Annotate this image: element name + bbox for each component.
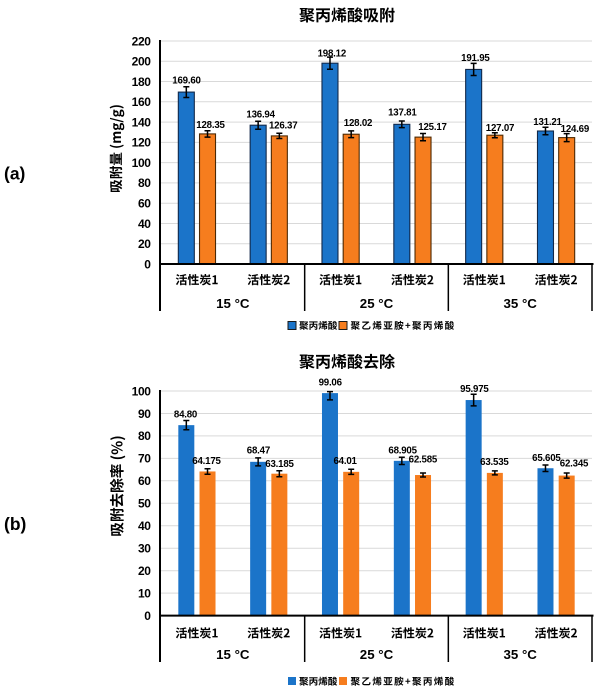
svg-text:127.07: 127.07 xyxy=(486,123,514,134)
svg-text:128.02: 128.02 xyxy=(344,118,372,129)
svg-text:131.21: 131.21 xyxy=(533,117,562,128)
svg-text:(b): (b) xyxy=(4,514,26,534)
svg-text:80: 80 xyxy=(138,176,151,190)
svg-text:0: 0 xyxy=(144,609,151,623)
svg-text:63.185: 63.185 xyxy=(265,459,294,470)
svg-text:25 °C: 25 °C xyxy=(360,647,394,662)
svg-text:100: 100 xyxy=(132,384,152,398)
svg-text:99.06: 99.06 xyxy=(319,378,343,389)
svg-text:128.35: 128.35 xyxy=(196,120,225,131)
svg-text:220: 220 xyxy=(132,34,152,48)
svg-text:160: 160 xyxy=(132,95,152,109)
svg-text:20: 20 xyxy=(138,237,151,251)
svg-text:64.01: 64.01 xyxy=(333,456,357,467)
svg-text:63.535: 63.535 xyxy=(480,457,509,468)
svg-text:80: 80 xyxy=(138,429,151,443)
svg-text:65.605: 65.605 xyxy=(532,453,561,464)
svg-text:191.95: 191.95 xyxy=(461,53,490,64)
svg-text:200: 200 xyxy=(132,55,152,69)
svg-text:90: 90 xyxy=(138,407,151,421)
svg-text:70: 70 xyxy=(138,452,151,466)
svg-text:68.905: 68.905 xyxy=(388,445,417,456)
svg-text:60: 60 xyxy=(138,474,151,488)
svg-text:64.175: 64.175 xyxy=(192,456,221,467)
svg-text:(a): (a) xyxy=(4,164,25,184)
svg-text:50: 50 xyxy=(138,497,151,511)
svg-text:124.69: 124.69 xyxy=(561,124,590,135)
svg-text:0: 0 xyxy=(144,257,151,271)
svg-text:198.12: 198.12 xyxy=(318,48,346,59)
svg-text:169.60: 169.60 xyxy=(172,76,200,87)
svg-text:35 °C: 35 °C xyxy=(503,647,537,662)
svg-text:120: 120 xyxy=(132,136,152,150)
svg-text:137.81: 137.81 xyxy=(388,108,417,119)
svg-text:125.17: 125.17 xyxy=(418,122,446,133)
svg-text:62.345: 62.345 xyxy=(560,459,589,470)
svg-text:100: 100 xyxy=(132,156,152,170)
svg-text:68.47: 68.47 xyxy=(247,446,270,457)
svg-text:15 °C: 15 °C xyxy=(216,296,250,311)
svg-text:30: 30 xyxy=(138,542,151,556)
svg-text:40: 40 xyxy=(138,217,151,231)
svg-text:62.585: 62.585 xyxy=(409,454,438,465)
svg-text:10: 10 xyxy=(138,586,151,600)
svg-text:40: 40 xyxy=(138,519,151,533)
svg-text:84.80: 84.80 xyxy=(174,409,197,420)
svg-text:60: 60 xyxy=(138,197,151,211)
svg-text:35 °C: 35 °C xyxy=(503,296,537,311)
svg-text:126.37: 126.37 xyxy=(269,121,297,132)
svg-text:140: 140 xyxy=(132,115,152,129)
svg-text:95.975: 95.975 xyxy=(460,384,489,395)
svg-text:136.94: 136.94 xyxy=(246,109,275,120)
svg-text:20: 20 xyxy=(138,564,151,578)
svg-text:25 °C: 25 °C xyxy=(360,296,394,311)
svg-text:15 °C: 15 °C xyxy=(216,647,250,662)
svg-text:180: 180 xyxy=(132,75,152,89)
